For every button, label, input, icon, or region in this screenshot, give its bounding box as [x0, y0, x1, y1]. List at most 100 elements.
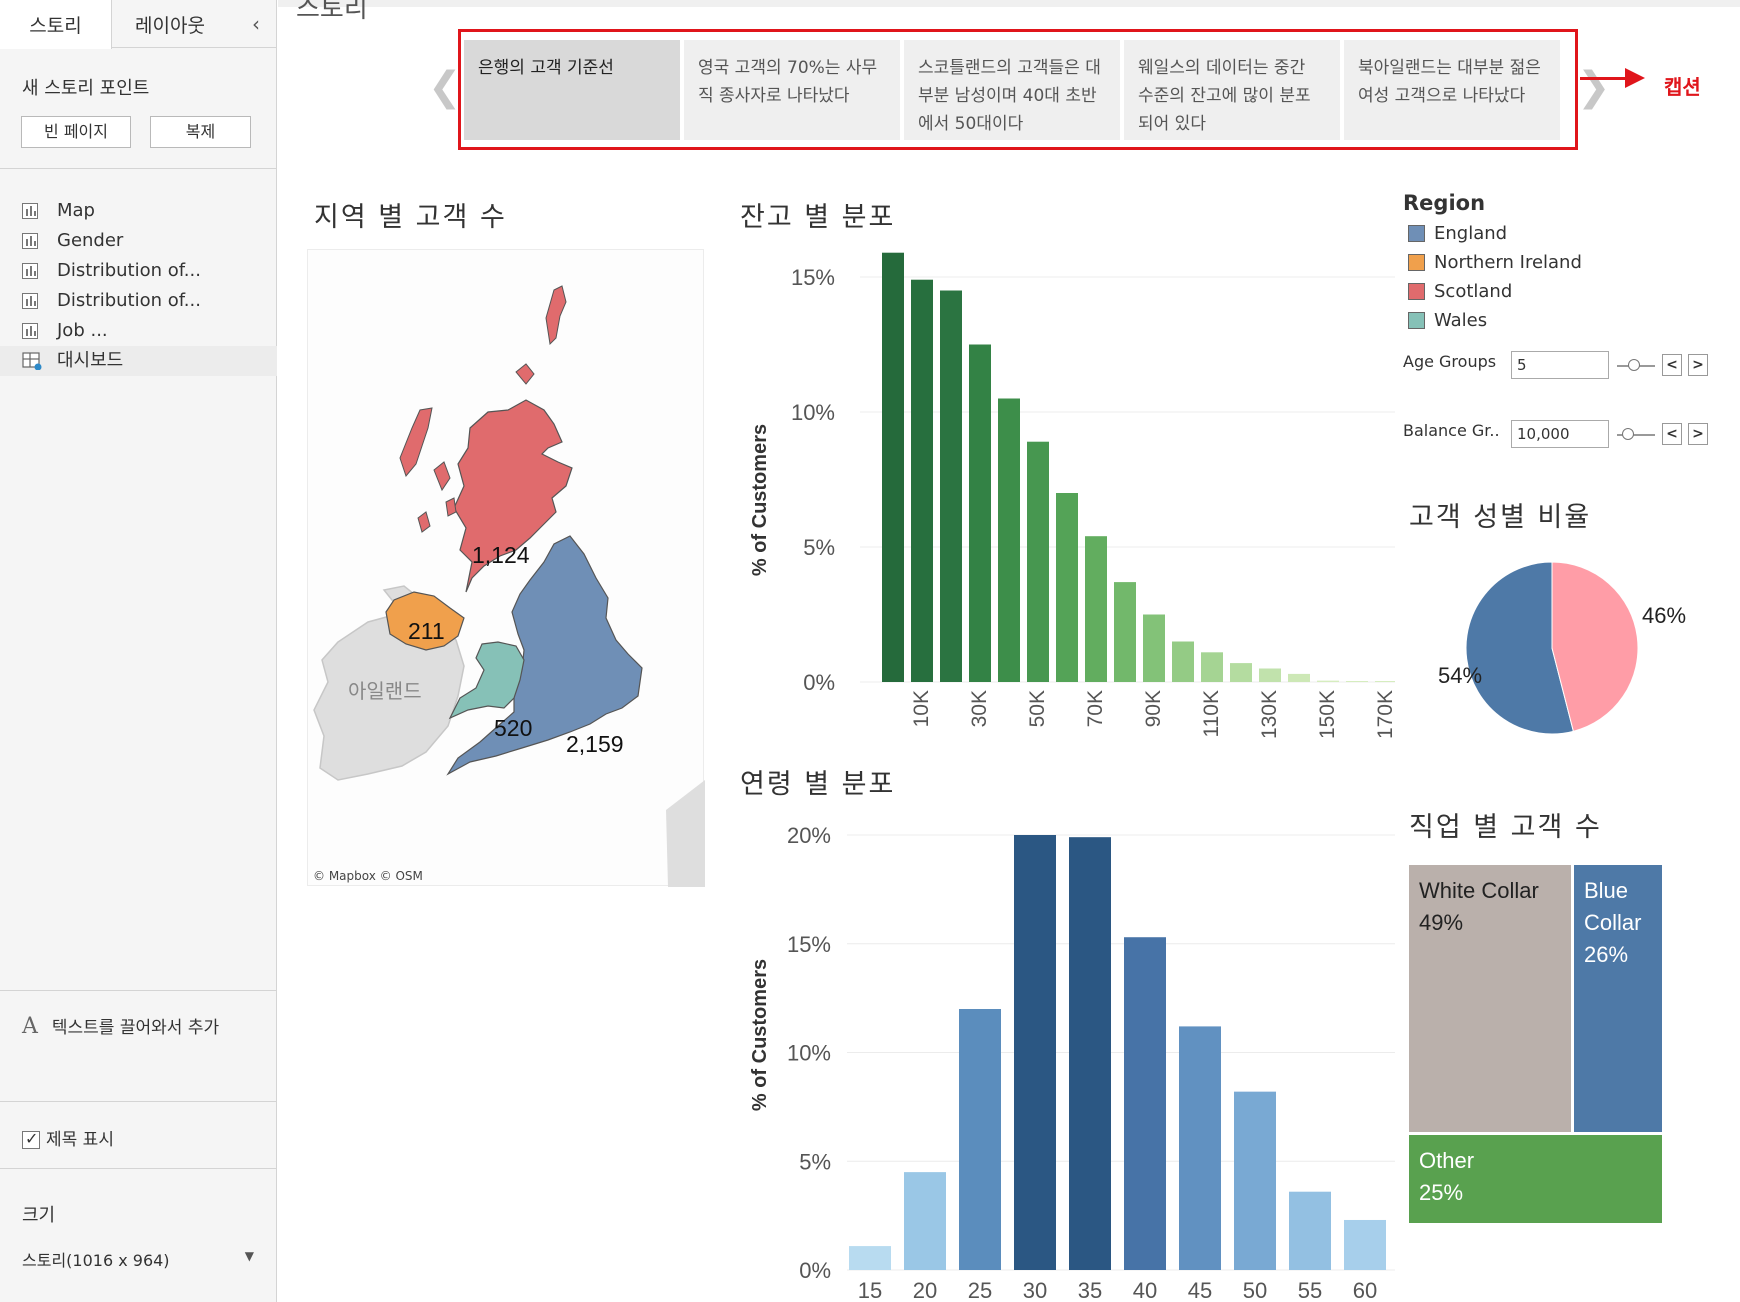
- treemap-cell-white-collar[interactable]: White Collar 49%: [1409, 865, 1571, 1132]
- sheet-label: Distribution of...: [57, 260, 201, 281]
- region-map[interactable]: 아일랜드 1,124 211 520 2,159 © Mapbox © OSM: [307, 249, 705, 887]
- chevron-left-icon[interactable]: ‹: [252, 12, 260, 36]
- balance-bar: [969, 344, 991, 682]
- pie-svg: 54% 46%: [1438, 561, 1686, 735]
- treemap-cell-blue-collar[interactable]: Blue Collar 26%: [1574, 865, 1662, 1132]
- scotland-region[interactable]: [453, 399, 573, 593]
- age-distribution-chart: % of Customers 0% 5% 10% 15% 20% 15 20 25 30 35 40…: [735, 815, 1395, 1302]
- balance-bar: [1346, 681, 1368, 682]
- job-chart-title: 직업 별 고객 수: [1409, 812, 1602, 843]
- sheet-item-dashboard[interactable]: 대시보드: [0, 346, 277, 376]
- show-title-label: 제목 표시: [46, 1130, 114, 1150]
- y-tick-label: 20%: [787, 823, 831, 848]
- duplicate-button[interactable]: 복제: [150, 116, 251, 148]
- age-groups-label: Age Groups: [1403, 352, 1497, 371]
- drag-text-object[interactable]: A 텍스트를 끌어와서 추가: [22, 1013, 219, 1039]
- size-dropdown[interactable]: 스토리(1016 x 964) ▼: [22, 1247, 254, 1271]
- worksheet-icon: [22, 203, 38, 219]
- balance-bar: [1085, 536, 1107, 682]
- map-label-england: 2,159: [566, 731, 624, 757]
- balance-groups-label: Balance Gr..: [1403, 421, 1500, 440]
- map-label-northern-ireland: 211: [408, 618, 445, 644]
- tab-story[interactable]: 스토리: [0, 0, 112, 49]
- sheet-label: Map: [57, 200, 95, 221]
- y-tick-label: 0%: [803, 670, 835, 695]
- x-tick-label: 70K: [1084, 690, 1107, 727]
- story-point-2[interactable]: 영국 고객의 70%는 사무직 종사자로 나타났다: [684, 40, 900, 140]
- balance-increment-button[interactable]: >: [1688, 423, 1708, 445]
- balance-decrement-button[interactable]: <: [1662, 423, 1682, 445]
- sheet-item-gender[interactable]: Gender: [0, 226, 277, 256]
- story-point-1[interactable]: 은행의 고객 기준선: [464, 40, 680, 140]
- age-bar: [959, 1009, 1001, 1270]
- show-title-checkbox[interactable]: 제목 표시: [22, 1125, 114, 1150]
- balance-groups-input[interactable]: 10,000: [1511, 420, 1609, 448]
- sheet-label: Gender: [57, 230, 124, 251]
- job-treemap: White Collar 49% Blue Collar 26% Other 2…: [1409, 865, 1662, 1223]
- balance-y-axis-title: % of Customers: [749, 424, 771, 576]
- scotland-north-isles[interactable]: [515, 285, 567, 385]
- sheet-item-map[interactable]: Map: [0, 196, 277, 226]
- arrow-right-icon: [1625, 68, 1645, 88]
- worksheet-icon: [22, 293, 38, 309]
- sheet-label: 대시보드: [57, 350, 124, 371]
- blank-page-button[interactable]: 빈 페이지: [21, 116, 131, 148]
- age-increment-button[interactable]: >: [1688, 354, 1708, 376]
- x-tick-label: 35: [1078, 1278, 1102, 1302]
- age-decrement-button[interactable]: <: [1662, 354, 1682, 376]
- balance-bar: [1172, 641, 1194, 682]
- tab-layout[interactable]: 레이아웃: [135, 15, 205, 37]
- y-tick-label: 5%: [799, 1149, 831, 1174]
- wales-region[interactable]: [448, 641, 525, 720]
- map-title: 지역 별 고객 수: [314, 202, 507, 233]
- x-tick-label: 30: [1023, 1278, 1047, 1302]
- map-credit: © Mapbox © OSM: [313, 869, 423, 883]
- age-bar: [904, 1172, 946, 1270]
- ireland-label: 아일랜드: [348, 680, 422, 703]
- treemap-value: 26%: [1584, 942, 1629, 967]
- treemap-value: 49%: [1419, 910, 1464, 935]
- story-point-4[interactable]: 웨일스의 데이터는 중간 수준의 잔고에 많이 분포되어 있다: [1124, 40, 1340, 140]
- chevron-left-icon[interactable]: ❮: [428, 64, 462, 110]
- size-value: 스토리(1016 x 964): [22, 1251, 170, 1270]
- story-point-3[interactable]: 스코틀랜드의 고객들은 대부분 남성이며 40대 초반에서 50대이다: [904, 40, 1120, 140]
- caption-highlight-box: [458, 29, 1578, 150]
- balance-bar: [998, 398, 1020, 682]
- legend-label: Scotland: [1434, 281, 1513, 302]
- balance-bar: [911, 279, 933, 682]
- legend-swatch: [1408, 254, 1425, 271]
- england-region[interactable]: [446, 535, 643, 776]
- age-groups-input[interactable]: 5: [1511, 351, 1609, 379]
- x-tick-label: 130K: [1258, 690, 1281, 739]
- balance-bar: [1056, 493, 1078, 682]
- divider: [0, 1168, 277, 1169]
- sheet-item-job[interactable]: Job ...: [0, 316, 277, 346]
- map-label-wales: 520: [494, 715, 532, 741]
- northern-ireland-region[interactable]: [385, 591, 465, 651]
- balance-distribution-chart: % of Customers 0% 5% 10% 15% 10K 30K 50K 70K 90K…: [735, 250, 1426, 750]
- y-tick-label: 15%: [791, 265, 835, 290]
- treemap-cell-other[interactable]: Other 25%: [1409, 1135, 1662, 1223]
- balance-bar: [882, 252, 904, 682]
- x-tick-label: 30K: [968, 690, 991, 727]
- slider-knob[interactable]: [1628, 359, 1640, 371]
- dashboard-icon: [22, 352, 42, 370]
- age-bar: [1289, 1191, 1331, 1270]
- divider: [0, 1101, 277, 1102]
- scotland-islands[interactable]: [399, 407, 457, 533]
- legend-label: England: [1434, 223, 1508, 244]
- x-tick-label: 50: [1243, 1278, 1267, 1302]
- legend-swatch: [1408, 312, 1425, 329]
- sheet-item-distribution-balance[interactable]: Distribution of...: [0, 256, 277, 286]
- x-tick-label: 45: [1188, 1278, 1212, 1302]
- divider: [0, 168, 277, 169]
- balance-bar: [1375, 681, 1397, 682]
- sheet-item-distribution-age[interactable]: Distribution of...: [0, 286, 277, 316]
- slider-knob[interactable]: [1622, 428, 1634, 440]
- gender-pie-chart: 54% 46%: [1410, 540, 1710, 760]
- checkbox-checked-icon[interactable]: [22, 1129, 40, 1149]
- story-point-5[interactable]: 북아일랜드는 대부분 젊은 여성 고객으로 나타났다: [1344, 40, 1560, 140]
- chevron-right-icon[interactable]: ❯: [1577, 64, 1611, 110]
- balance-groups-slider[interactable]: [1617, 434, 1655, 436]
- x-tick-label: 50K: [1026, 690, 1049, 727]
